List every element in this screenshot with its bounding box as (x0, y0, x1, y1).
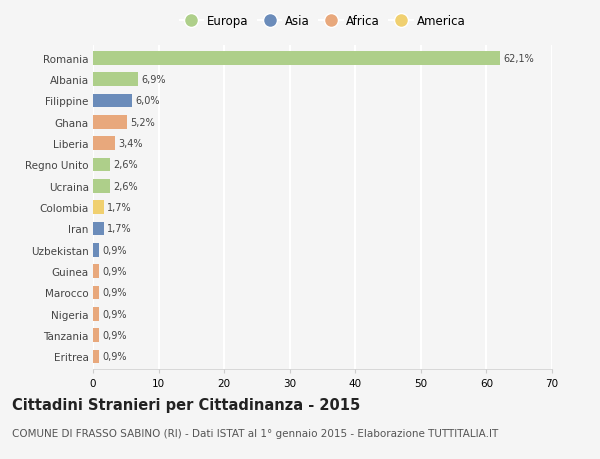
Bar (93, 52, 500, 66)
Bar (93, 179, 110, 193)
Bar (93, 137, 115, 151)
Bar (93, 73, 138, 87)
Bar (93, 243, 99, 257)
Bar (93, 158, 110, 172)
Text: 3,4%: 3,4% (119, 139, 143, 149)
Text: 0,9%: 0,9% (102, 267, 127, 277)
Text: 5,2%: 5,2% (130, 118, 155, 128)
Legend: Europa, Asia, Africa, America: Europa, Asia, Africa, America (177, 13, 468, 31)
Bar (93, 329, 99, 342)
Text: 1,7%: 1,7% (107, 224, 132, 234)
Text: 6,0%: 6,0% (136, 96, 160, 106)
Text: 62,1%: 62,1% (503, 54, 534, 64)
Bar (93, 201, 104, 215)
Bar (93, 265, 99, 279)
Text: 0,9%: 0,9% (102, 245, 127, 255)
Text: 6,9%: 6,9% (142, 75, 166, 85)
Bar (93, 222, 104, 236)
Bar (93, 350, 99, 364)
Text: 2,6%: 2,6% (113, 160, 138, 170)
Text: 1,7%: 1,7% (107, 203, 132, 213)
Bar (93, 286, 99, 300)
Text: Cittadini Stranieri per Cittadinanza - 2015: Cittadini Stranieri per Cittadinanza - 2… (12, 397, 360, 412)
Text: 0,9%: 0,9% (102, 330, 127, 341)
Text: 0,9%: 0,9% (102, 309, 127, 319)
Text: 2,6%: 2,6% (113, 181, 138, 191)
Bar (93, 307, 99, 321)
Text: COMUNE DI FRASSO SABINO (RI) - Dati ISTAT al 1° gennaio 2015 - Elaborazione TUTT: COMUNE DI FRASSO SABINO (RI) - Dati ISTA… (12, 428, 498, 438)
Text: 0,9%: 0,9% (102, 288, 127, 298)
Text: 0,9%: 0,9% (102, 352, 127, 362)
Bar (93, 95, 133, 108)
Bar (93, 116, 127, 129)
